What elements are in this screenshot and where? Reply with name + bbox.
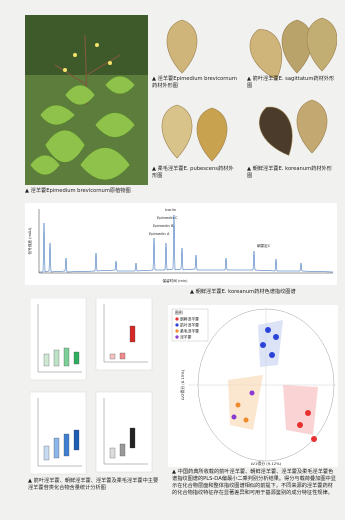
peak-label: 朝藿定C <box>257 243 271 248</box>
peak-label: Epimedin C <box>157 216 178 220</box>
peak-label: Epimedin A <box>149 232 170 236</box>
peak-label: Icariin <box>165 208 176 212</box>
caption: ▲ 朝鲜淫羊藿E. koreanum药材外形图 <box>247 166 332 179</box>
legend-entry: 箭叶淫羊藿 <box>180 322 199 327</box>
x-axis-label: LV1得分 (9.12%) <box>251 461 282 466</box>
peak-label: Epimedin B <box>153 224 174 228</box>
plant-photo <box>25 15 148 185</box>
chromatogram: Icariin Epimedin C Epimedin B Epimedin A… <box>25 203 337 285</box>
caption: ▲ 箭叶淫羊藿E. sagittatum药材外形图 <box>247 76 335 89</box>
legend-title: 图例 <box>175 310 183 315</box>
herb-photos <box>161 17 337 163</box>
caption: ▲ 中国药典所收载的箭叶淫羊藿、朝鲜淫羊藿、淫羊藿及柔毛淫羊藿色谱指纹图谱的PL… <box>172 469 336 496</box>
caption: ▲ 柔毛淫羊藿E. pubescens药材外形图 <box>152 166 234 179</box>
caption: ▲ 淫羊藿Epimedium brevicornum原植物图 <box>25 188 131 194</box>
caption: ▲ 朝鲜淫羊藿E. koreanum药材色谱指纹图谱 <box>190 289 296 295</box>
caption: ▲ 箭叶淫羊藿、朝鲜淫羊藿、淫羊藿及柔毛淫羊藿中主要淫羊藿苷类化合物含量统计分析… <box>28 478 159 491</box>
legend-entry: 朝鲜淫羊藿 <box>180 316 199 321</box>
x-axis-label: 保留时间 (min) <box>162 278 188 283</box>
y-axis-label: LV2得分 (6.15%) <box>180 369 185 400</box>
caption: ▲ 淫羊藿Epimedium brevicornum药材外形图 <box>152 76 237 89</box>
legend-entry: 柔毛淫羊藿 <box>180 328 199 333</box>
y-axis-label: 信号强度 (mAU) <box>27 227 32 255</box>
plsda-plot: 图例 朝鲜淫羊藿 箭叶淫羊藿 柔毛淫羊藿 淫羊藿 LV1得分 (9.12%) L… <box>168 305 338 467</box>
legend-entry: 淫羊藿 <box>180 334 192 339</box>
boxplots <box>30 298 153 475</box>
